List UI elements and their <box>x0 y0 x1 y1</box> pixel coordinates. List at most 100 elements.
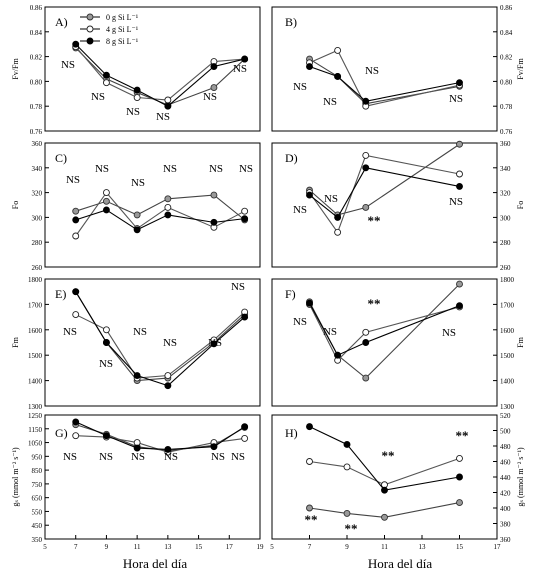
significance-label: NS <box>211 451 225 463</box>
x-tick-label: 7 <box>308 543 312 551</box>
legend-entry: 8 g Si L⁻¹ <box>106 37 139 46</box>
data-point <box>306 458 313 465</box>
significance-label: NS <box>323 96 337 108</box>
data-point <box>164 204 172 211</box>
legend: 0 g Si L⁻¹ 4 g Si L⁻¹ 8 g Si L⁻¹ <box>80 13 139 46</box>
data-point <box>164 382 172 390</box>
legend-marker <box>86 13 94 21</box>
legend-marker <box>86 25 94 33</box>
panel-label: A) <box>55 15 68 29</box>
y-tick-label: 1800 <box>28 276 43 284</box>
series-line-2 <box>309 154 460 234</box>
y-tick-label: 280 <box>32 239 43 247</box>
data-point <box>362 164 370 172</box>
x-tick-label: 7 <box>74 543 78 551</box>
y-tick-label: 850 <box>32 467 43 475</box>
x-tick-label: 19 <box>257 543 265 551</box>
panel-label: C) <box>55 151 67 165</box>
y-tick-label: 750 <box>32 481 43 489</box>
series-line-3 <box>75 209 245 231</box>
x-tick-label: 9 <box>345 543 349 551</box>
significance-label: NS <box>293 81 307 93</box>
data-point <box>306 191 313 199</box>
data-point <box>210 218 218 226</box>
data-point <box>72 311 80 319</box>
panel-frame <box>271 142 498 268</box>
data-point <box>456 182 463 190</box>
y-tick-label: 360 <box>32 140 43 148</box>
significance-label: NS <box>61 59 75 71</box>
data-point <box>456 170 463 178</box>
y-tick-label: 1700 <box>28 301 43 309</box>
significance-label: NS <box>293 204 307 216</box>
x-tick-label: 13 <box>164 543 172 551</box>
data-point <box>456 280 463 288</box>
y-tick-label: 0.86 <box>500 4 513 12</box>
panel-h: 360 380 400 420 440 460 480 500 520 gₛ (mmol m⁻² … <box>270 412 525 551</box>
data-point <box>210 340 218 348</box>
x-tick-label: 5 <box>43 543 47 551</box>
data-point <box>102 197 110 205</box>
y-tick-label: 1800 <box>500 276 515 284</box>
panel-g: 350 450 550 650 750 850 950 1050 1150 1250 gₛ (mmo… <box>11 412 264 551</box>
series-line-3 <box>309 66 460 102</box>
significance-label: NS <box>156 111 170 123</box>
y-axis-label: Fv/Fm <box>516 58 525 80</box>
series-line-1 <box>309 502 460 518</box>
significance-label: NS <box>239 163 253 175</box>
series-line-1 <box>309 58 460 105</box>
series-line-2 <box>309 457 460 486</box>
significance-label: NS <box>449 93 463 105</box>
data-point <box>102 79 110 87</box>
data-point <box>133 94 141 101</box>
y-tick-label: 300 <box>32 214 43 222</box>
data-point <box>133 444 141 452</box>
y-tick-label: 1300 <box>28 403 43 411</box>
y-tick-label: 650 <box>32 495 43 503</box>
data-point <box>133 372 141 379</box>
data-point <box>381 486 388 494</box>
significance-label: ** <box>368 213 381 228</box>
y-tick-label: 340 <box>500 165 511 173</box>
x-tick-label: 17 <box>226 543 234 551</box>
data-point <box>456 499 463 507</box>
data-point <box>102 339 110 346</box>
y-tick-label: 320 <box>32 190 43 198</box>
significance-label: NS <box>442 327 456 339</box>
data-point <box>362 97 370 105</box>
data-point <box>456 79 463 87</box>
data-point <box>133 226 141 234</box>
significance-label: NS <box>131 451 145 463</box>
data-point <box>241 434 249 442</box>
data-point <box>456 473 463 481</box>
y-tick-label: 1600 <box>500 327 515 335</box>
data-point <box>72 288 80 296</box>
significance-label: NS <box>231 451 245 463</box>
data-point <box>164 195 172 203</box>
y-tick-label: 0.86 <box>30 4 43 12</box>
significance-label: ** <box>345 521 358 536</box>
data-point <box>241 215 249 223</box>
data-point <box>334 228 342 236</box>
data-point <box>210 84 218 92</box>
y-tick-label: 0.80 <box>30 78 43 86</box>
y-tick-label: 1500 <box>28 352 43 360</box>
significance-label: ** <box>382 448 395 463</box>
series-line-3 <box>75 421 245 450</box>
data-point <box>456 302 463 310</box>
data-point <box>210 191 218 199</box>
series-line-2 <box>309 49 460 107</box>
x-tick-label: 9 <box>105 543 109 551</box>
panel-d: 260 280 300 320 340 360 Fo D) NS NS ** NS <box>271 140 525 272</box>
significance-label: NS <box>449 196 463 208</box>
significance-label: NS <box>231 281 245 293</box>
legend-entry: 0 g Si L⁻¹ <box>106 13 139 22</box>
y-tick-label: 420 <box>500 490 511 498</box>
y-tick-label: 350 <box>32 536 43 544</box>
significance-label: NS <box>164 451 178 463</box>
data-point <box>334 213 342 221</box>
significance-label: NS <box>131 177 145 189</box>
y-tick-label: 1600 <box>28 327 43 335</box>
significance-label: ** <box>456 428 469 443</box>
